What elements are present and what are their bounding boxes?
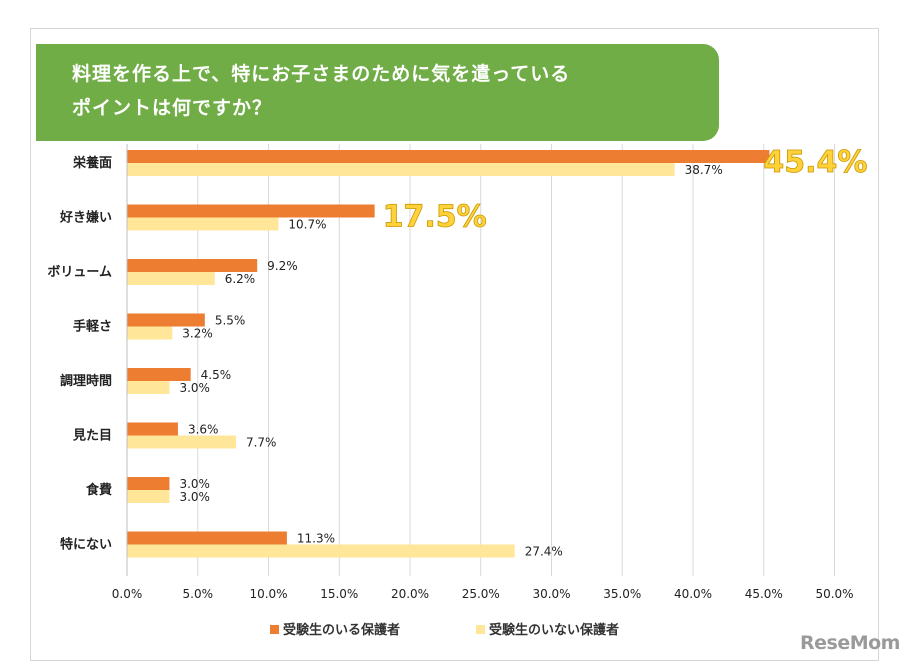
bar-with-examinee [127, 531, 287, 545]
bar-without-examinee [127, 163, 675, 176]
chart-title-banner: 料理を作る上で、特にお子さまのために気を遣っている ポイントは何ですか？ [36, 44, 719, 141]
bar-without-examinee [127, 544, 515, 558]
bar-value-label: 11.3% [297, 532, 335, 546]
bar-value-label: 10.7% [288, 218, 326, 232]
legend-label: 受験生のいない保護者 [489, 622, 619, 638]
category-label: 調理時間 [60, 373, 112, 389]
category-label: 手軽さ [73, 319, 112, 335]
bar-with-examinee [127, 477, 170, 490]
bar-without-examinee [127, 217, 279, 231]
bar-without-examinee [127, 490, 170, 503]
bar-value-label: 3.0% [179, 490, 210, 504]
bar-value-label: 3.2% [182, 327, 213, 341]
bar-with-examinee [127, 150, 770, 163]
legend-swatch [270, 625, 279, 634]
bar-with-examinee [127, 422, 178, 436]
bar-with-examinee [127, 368, 191, 381]
x-tick-label: 5.0% [183, 587, 214, 601]
resemom-logo: ReseMom [800, 632, 900, 654]
bar-value-label: 38.7% [685, 163, 723, 177]
bar-value-label: 7.7% [246, 436, 277, 450]
bar-value-label: 3.6% [188, 423, 219, 437]
highlight-value-label: 45.4% [763, 145, 867, 180]
category-label: 好き嫌い [59, 210, 112, 226]
x-tick-label: 45.0% [745, 587, 783, 601]
bar-value-label: 3.0% [179, 381, 210, 395]
x-tick-label: 20.0% [391, 587, 429, 601]
x-tick-label: 40.0% [674, 587, 712, 601]
bar-value-label: 27.4% [525, 545, 563, 559]
legend-swatch [476, 625, 485, 634]
category-label: 食費 [86, 482, 112, 498]
x-tick-label: 10.0% [249, 587, 287, 601]
chart-title-line-2: ポイントは何ですか？ [72, 97, 273, 119]
bar-with-examinee [127, 259, 258, 272]
x-tick-label: 30.0% [532, 587, 570, 601]
bar-value-label: 9.2% [267, 259, 298, 273]
bar-without-examinee [127, 435, 236, 449]
bar-value-label: 4.5% [201, 368, 232, 382]
category-label: 栄養面 [72, 155, 112, 171]
bar-without-examinee [127, 326, 173, 340]
category-label: ボリューム [47, 264, 112, 280]
chart-title-line-1: 料理を作る上で、特にお子さまのために気を遣っている [72, 63, 571, 85]
bar-without-examinee [127, 381, 170, 394]
x-tick-label: 50.0% [815, 587, 853, 601]
category-label: 見た目 [72, 429, 112, 444]
category-label: 特にない [60, 537, 112, 553]
bar-without-examinee [127, 272, 215, 285]
bar-value-label: 3.0% [179, 477, 210, 491]
legend-label: 受験生のいる保護者 [283, 622, 400, 638]
bar-value-label: 6.2% [225, 272, 256, 286]
x-tick-label: 35.0% [603, 587, 641, 601]
x-tick-label: 25.0% [462, 587, 500, 601]
bar-with-examinee [127, 313, 205, 327]
bar-value-label: 5.5% [215, 314, 246, 328]
x-tick-label: 0.0% [112, 587, 143, 601]
x-tick-label: 15.0% [320, 587, 358, 601]
highlight-value-label: 17.5% [383, 200, 487, 235]
bar-with-examinee [127, 204, 375, 218]
